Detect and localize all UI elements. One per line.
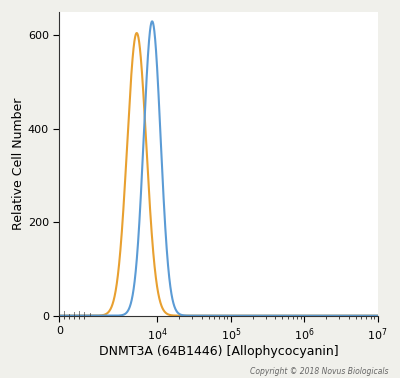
- X-axis label: DNMT3A (64B1446) [Allophycocyanin]: DNMT3A (64B1446) [Allophycocyanin]: [99, 345, 338, 358]
- Y-axis label: Relative Cell Number: Relative Cell Number: [12, 98, 25, 230]
- Text: Copyright © 2018 Novus Biologicals: Copyright © 2018 Novus Biologicals: [250, 367, 388, 376]
